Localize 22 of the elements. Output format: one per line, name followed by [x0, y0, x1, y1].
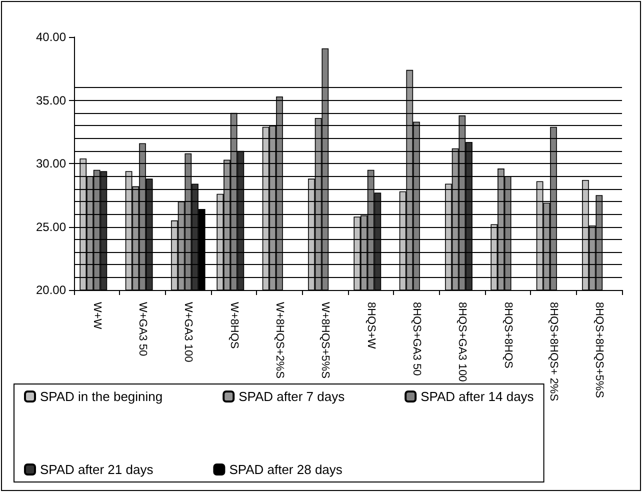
x-tick-label: 8HQS+GA3 100: [456, 302, 468, 382]
x-tick-label: 8HQS+8HQS+5%S: [593, 302, 606, 398]
x-tick-label: 8HQS+8HQS+ 2%S: [548, 302, 560, 402]
legend-label: SPAD after 7 days: [238, 389, 346, 404]
x-tick-label: W+GA3 100: [182, 302, 194, 362]
y-tick-label: 20.00: [36, 283, 66, 297]
legend-label: SPAD after 14 days: [420, 389, 534, 404]
legend-label: SPAD in the begining: [40, 389, 163, 404]
x-tick-label: 8HQS+GA3 50: [410, 302, 422, 376]
x-tick-label: W+GA3 50: [136, 302, 148, 356]
y-tick-label: 25.00: [36, 220, 66, 234]
x-tick-label: 8HQS+W: [364, 302, 377, 350]
x-tick-label: W+8HQS+5%S: [319, 302, 332, 378]
x-tick-label: W+8HQS+2%S: [274, 302, 286, 378]
legend-label: SPAD after 28 days: [229, 462, 343, 477]
y-tick-label: 35.00: [36, 93, 66, 108]
x-tick-label: W+8HQS: [228, 302, 240, 349]
y-tick-label: 30.00: [36, 156, 66, 170]
x-tick-label: W+W: [90, 302, 103, 330]
legend-label: SPAD after 21 days: [40, 462, 154, 477]
x-tick-label: 8HQS+8HQS: [502, 302, 514, 368]
y-tick-label: 40.00: [36, 30, 66, 44]
